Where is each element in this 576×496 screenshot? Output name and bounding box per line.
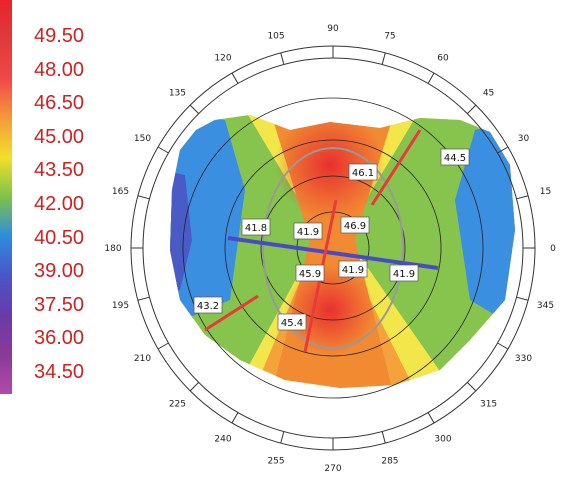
angle-tick-label: 15 bbox=[540, 187, 551, 197]
value-annotation-box bbox=[389, 264, 419, 282]
angle-tick-label: 90 bbox=[327, 24, 339, 34]
angle-tick-label: 60 bbox=[437, 53, 449, 63]
color-scale-label: 40.50 bbox=[34, 226, 85, 249]
angle-tick-label: 30 bbox=[518, 134, 530, 144]
angle-tick-mark bbox=[497, 342, 509, 350]
value-annotation: 41.9 bbox=[342, 265, 364, 276]
value-annotation: 41.9 bbox=[393, 269, 415, 280]
angle-tick-mark bbox=[381, 431, 386, 444]
value-annotation: 45.9 bbox=[299, 269, 321, 280]
value-annotation-box bbox=[338, 260, 368, 278]
angle-tick-mark bbox=[189, 104, 200, 115]
angle-tick-label: 255 bbox=[267, 457, 284, 467]
angle-tick-label: 180 bbox=[104, 244, 121, 254]
value-annotation-box bbox=[241, 218, 271, 236]
angle-tick-mark bbox=[427, 72, 435, 84]
angle-tick-mark bbox=[381, 52, 386, 65]
angle-tick-label: 240 bbox=[214, 435, 231, 445]
value-annotation: 46.1 bbox=[352, 168, 374, 179]
topography-map bbox=[170, 115, 515, 388]
value-annotation: 41.9 bbox=[297, 227, 319, 238]
value-annotation: 41.8 bbox=[245, 223, 267, 234]
angle-tick-mark bbox=[280, 52, 285, 65]
angle-tick-mark bbox=[137, 296, 150, 301]
angle-tick-mark bbox=[427, 412, 435, 424]
angle-tick-mark bbox=[516, 195, 529, 200]
value-annotation-box bbox=[340, 216, 370, 234]
angle-tick-label: 225 bbox=[169, 400, 186, 410]
value-annotation-box bbox=[440, 148, 470, 166]
angle-tick-label: 285 bbox=[381, 457, 398, 467]
angle-ticks: 0 15 30 45 60 75 90 105 120 135 150 165 180 195 210 225… bbox=[104, 24, 556, 474]
value-annotation: 44.5 bbox=[444, 153, 466, 164]
value-annotation-box bbox=[348, 163, 378, 181]
color-scale-label: 45.00 bbox=[34, 125, 85, 148]
value-annotation: 43.2 bbox=[197, 301, 219, 312]
angle-tick-mark bbox=[466, 381, 477, 392]
color-scale-label: 39.00 bbox=[34, 260, 85, 283]
angle-tick-label: 330 bbox=[515, 354, 532, 364]
angle-tick-label: 210 bbox=[134, 354, 151, 364]
angle-tick-label: 270 bbox=[324, 464, 341, 474]
angle-tick-mark bbox=[516, 296, 529, 301]
angle-tick-label: 345 bbox=[537, 301, 554, 311]
color-scale-label: 46.50 bbox=[34, 92, 85, 115]
color-scale-label: 43.50 bbox=[34, 159, 85, 182]
angle-tick-label: 315 bbox=[480, 400, 497, 410]
angle-tick-label: 165 bbox=[112, 187, 129, 197]
angle-tick-label: 300 bbox=[434, 435, 451, 445]
angle-tick-label: 195 bbox=[112, 301, 129, 311]
angle-tick-label: 0 bbox=[550, 244, 556, 254]
value-annotation-box bbox=[277, 313, 307, 331]
angle-tick-label: 135 bbox=[169, 88, 186, 98]
value-annotation: 45.4 bbox=[281, 318, 303, 329]
angle-tick-mark bbox=[157, 146, 169, 154]
color-scale-label: 48.00 bbox=[34, 58, 85, 81]
angle-tick-mark bbox=[157, 342, 169, 350]
value-annotation-box bbox=[293, 222, 323, 240]
color-scale-label: 42.00 bbox=[34, 193, 85, 215]
angle-tick-mark bbox=[231, 412, 239, 424]
angle-tick-label: 45 bbox=[483, 88, 494, 98]
meridian-lines bbox=[204, 129, 439, 353]
angle-tick-mark bbox=[231, 72, 239, 84]
angle-tick-label: 75 bbox=[384, 31, 395, 41]
angle-tick-mark bbox=[497, 146, 509, 154]
grid-circles bbox=[182, 97, 484, 399]
angle-tick-label: 150 bbox=[134, 134, 151, 144]
color-scale-label: 36.00 bbox=[34, 327, 85, 350]
color-scale-label: 49.50 bbox=[34, 25, 85, 47]
value-annotation-box bbox=[295, 264, 325, 282]
angle-tick-mark bbox=[137, 195, 150, 200]
angle-tick-mark bbox=[466, 104, 477, 115]
angle-tick-label: 120 bbox=[214, 53, 231, 63]
angle-tick-mark bbox=[189, 381, 200, 392]
value-annotation-box bbox=[193, 296, 223, 314]
angle-tick-label: 105 bbox=[267, 31, 284, 41]
color-scale-label: 37.50 bbox=[34, 293, 85, 316]
value-annotation: 46.9 bbox=[344, 221, 366, 232]
angle-tick-mark bbox=[280, 431, 285, 444]
color-scale-label: 34.50 bbox=[34, 361, 85, 383]
value-annotations: 44.5 46.1 41.8 41.9 46.9 45.9 41.9 41.9 43.2 45.4 bbox=[193, 148, 470, 331]
color-scale-bar bbox=[0, 0, 12, 394]
